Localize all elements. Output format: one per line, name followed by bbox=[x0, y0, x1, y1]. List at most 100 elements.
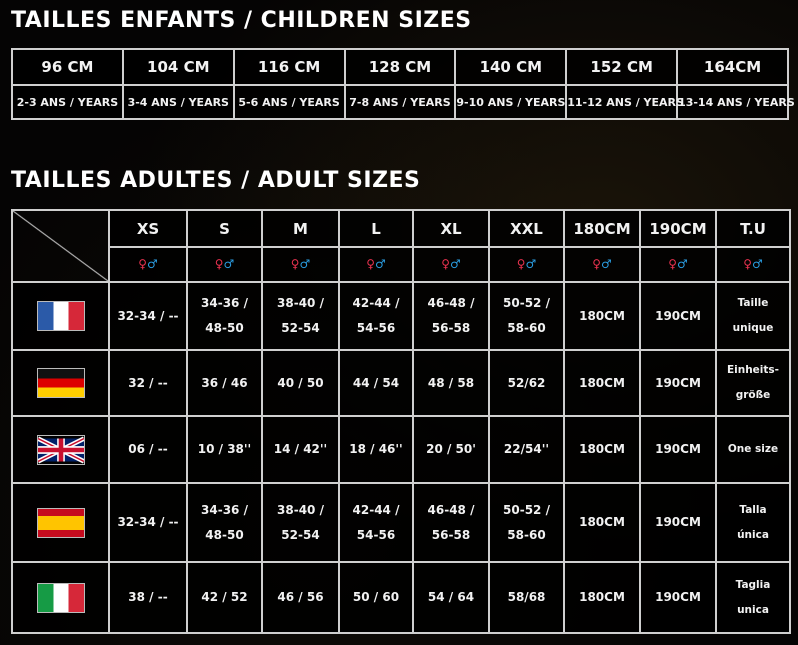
female-symbol-icon: ♀ bbox=[441, 257, 451, 271]
child-age-cell: 7-8 ANS / YEARS bbox=[343, 84, 457, 120]
size-value-cell: Talla única bbox=[715, 482, 791, 563]
size-value-cell: 42 / 52 bbox=[186, 561, 263, 634]
child-age-cell: 5-6 ANS / YEARS bbox=[232, 84, 346, 120]
child-age-cell: 3-4 ANS / YEARS bbox=[121, 84, 235, 120]
male-symbol-icon: ♂ bbox=[147, 257, 158, 271]
size-value-cell: One size bbox=[715, 415, 791, 484]
size-value-cell: 190CM bbox=[639, 415, 717, 484]
child-size-header: 128 CM bbox=[343, 48, 457, 86]
size-value-cell: 14 / 42'' bbox=[261, 415, 340, 484]
female-symbol-icon: ♀ bbox=[668, 257, 678, 271]
size-value-cell: 34-36 / 48-50 bbox=[186, 281, 263, 351]
size-value-cell: 50-52 / 58-60 bbox=[488, 482, 565, 563]
country-row-germany: 32 / -- 36 / 46 40 / 50 44 / 54 48 / 58 52/62… bbox=[11, 349, 791, 417]
child-size-header: 116 CM bbox=[232, 48, 346, 86]
size-value-cell: 40 / 50 bbox=[261, 349, 340, 417]
flag-cell bbox=[11, 415, 110, 484]
size-value-cell: 58/68 bbox=[488, 561, 565, 634]
gender-symbol-cell: ♀♂ bbox=[715, 246, 791, 283]
size-value-cell: 32-34 / -- bbox=[108, 281, 188, 351]
male-symbol-icon: ♂ bbox=[525, 257, 537, 271]
flag-spain-icon bbox=[36, 507, 85, 538]
size-value-cell: 38-40 / 52-54 bbox=[261, 482, 340, 563]
flag-france-icon bbox=[36, 301, 85, 331]
size-value-cell: 32-34 / -- bbox=[108, 482, 188, 563]
child-age-cell: 11-12 ANS / YEARS bbox=[565, 84, 684, 120]
children-size-table: 96 CM 104 CM 116 CM 128 CM 140 CM 152 CM 164CM… bbox=[11, 48, 795, 120]
size-column-header: M bbox=[261, 209, 340, 248]
gender-symbol-cell: ♀♂ bbox=[186, 246, 263, 283]
child-size-header: 96 CM bbox=[11, 48, 124, 86]
child-age-cell: 9-10 ANS / YEARS bbox=[454, 84, 568, 120]
size-value-cell: 46-48 / 56-58 bbox=[412, 281, 490, 351]
size-column-header: XS bbox=[108, 209, 188, 248]
gender-symbol-cell: ♀♂ bbox=[108, 246, 188, 283]
country-row-italy: 38 / -- 42 / 52 46 / 56 50 / 60 54 / 64 58/68… bbox=[11, 561, 791, 634]
child-size-header: 164CM bbox=[676, 48, 789, 86]
size-value-cell: 44 / 54 bbox=[338, 349, 414, 417]
size-value-cell: 190CM bbox=[639, 482, 717, 563]
gender-symbol-cell: ♀♂ bbox=[563, 246, 641, 283]
size-column-header: XXL bbox=[488, 209, 565, 248]
adult-size-table: XS S M L XL XXL 180CM 190CM T.U ♀♂ ♀♂ ♀♂ ♀♂ ♀♂ ♀♂ ♀♂ ♀♂… bbox=[11, 209, 791, 634]
size-value-cell: 46-48 / 56-58 bbox=[412, 482, 490, 563]
size-value-cell: Taille unique bbox=[715, 281, 791, 351]
male-symbol-icon: ♂ bbox=[677, 257, 688, 271]
male-symbol-icon: ♂ bbox=[223, 257, 235, 271]
female-symbol-icon: ♀ bbox=[366, 257, 376, 271]
female-symbol-icon: ♀ bbox=[290, 257, 300, 271]
size-column-header: L bbox=[338, 209, 414, 248]
country-row-spain: 32-34 / -- 34-36 / 48-50 38-40 / 52-54 42-4… bbox=[11, 482, 791, 563]
adult-sizes-title: TAILLES ADULTES / ADULT SIZES bbox=[11, 168, 421, 193]
size-value-cell: 32 / -- bbox=[108, 349, 188, 417]
children-sizes-title: TAILLES ENFANTS / CHILDREN SIZES bbox=[11, 8, 472, 33]
gender-symbol-cell: ♀♂ bbox=[488, 246, 565, 283]
flag-italy-icon bbox=[36, 582, 85, 613]
child-size-header: 152 CM bbox=[565, 48, 679, 86]
size-value-cell: Einheits-größe bbox=[715, 349, 791, 417]
size-value-cell: 38 / -- bbox=[108, 561, 188, 634]
size-value-cell: 50 / 60 bbox=[338, 561, 414, 634]
size-value-cell: 190CM bbox=[639, 281, 717, 351]
gender-symbol-cell: ♀♂ bbox=[639, 246, 717, 283]
gender-symbol-cell: ♀♂ bbox=[261, 246, 340, 283]
size-column-header: 190CM bbox=[639, 209, 717, 248]
size-value-cell: 10 / 38'' bbox=[186, 415, 263, 484]
male-symbol-icon: ♂ bbox=[299, 257, 311, 271]
size-value-cell: 36 / 46 bbox=[186, 349, 263, 417]
size-value-cell: 22/54'' bbox=[488, 415, 565, 484]
flag-cell bbox=[11, 349, 110, 417]
size-value-cell: 06 / -- bbox=[108, 415, 188, 484]
child-age-cell: 2-3 ANS / YEARS bbox=[11, 84, 124, 120]
male-symbol-icon: ♂ bbox=[375, 257, 386, 271]
size-value-cell: Taglia unica bbox=[715, 561, 791, 634]
child-size-header: 104 CM bbox=[121, 48, 235, 86]
flag-cell bbox=[11, 561, 110, 634]
female-symbol-icon: ♀ bbox=[516, 257, 526, 271]
size-value-cell: 180CM bbox=[563, 415, 641, 484]
female-symbol-icon: ♀ bbox=[138, 257, 148, 271]
gender-symbol-cell: ♀♂ bbox=[412, 246, 490, 283]
size-value-cell: 54 / 64 bbox=[412, 561, 490, 634]
size-value-cell: 180CM bbox=[563, 482, 641, 563]
size-value-cell: 180CM bbox=[563, 349, 641, 417]
size-value-cell: 18 / 46'' bbox=[338, 415, 414, 484]
female-symbol-icon: ♀ bbox=[592, 257, 602, 271]
gender-symbol-cell: ♀♂ bbox=[338, 246, 414, 283]
size-column-header: T.U bbox=[715, 209, 791, 248]
size-value-cell: 46 / 56 bbox=[261, 561, 340, 634]
size-value-cell: 50-52 / 58-60 bbox=[488, 281, 565, 351]
size-value-cell: 42-44 / 54-56 bbox=[338, 281, 414, 351]
flag-uk-icon bbox=[36, 434, 85, 465]
size-value-cell: 20 / 50' bbox=[412, 415, 490, 484]
corner-diagonal-cell bbox=[11, 209, 110, 283]
female-symbol-icon: ♀ bbox=[743, 257, 753, 271]
size-column-header: S bbox=[186, 209, 263, 248]
flag-cell bbox=[11, 482, 110, 563]
flag-cell bbox=[11, 281, 110, 351]
size-value-cell: 180CM bbox=[563, 281, 641, 351]
child-size-header: 140 CM bbox=[454, 48, 568, 86]
flag-germany-icon bbox=[36, 368, 85, 398]
size-value-cell: 190CM bbox=[639, 561, 717, 634]
size-value-cell: 190CM bbox=[639, 349, 717, 417]
